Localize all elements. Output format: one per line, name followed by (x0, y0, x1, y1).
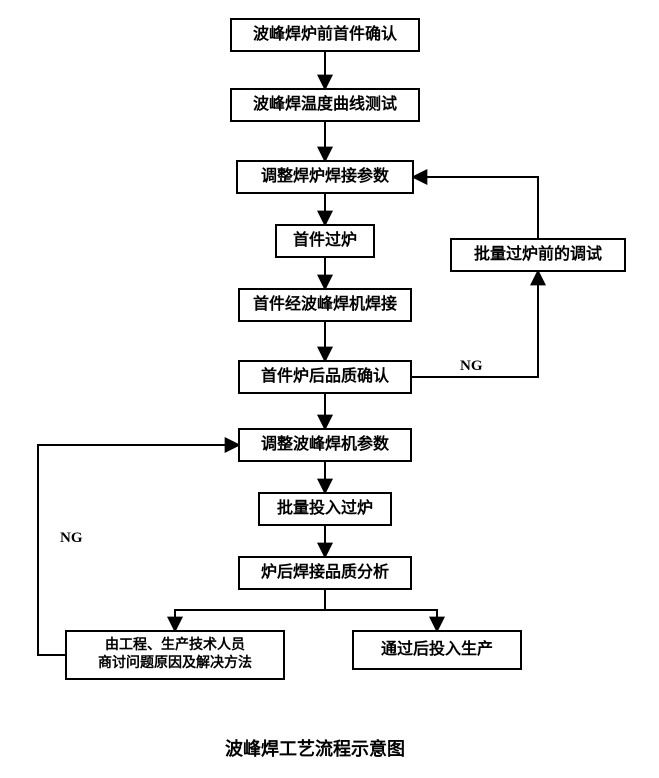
flowchart-node: 批量投入过炉 (258, 492, 392, 526)
flowchart-node: 波峰焊温度曲线测试 (230, 88, 420, 122)
flowchart-node: 波峰焊炉前首件确认 (230, 18, 420, 52)
flowchart-edge-label: NG (460, 358, 483, 375)
flowchart-edge (38, 445, 238, 655)
flowchart-edge-label: NG (60, 530, 83, 547)
flowchart-node: 通过后投入生产 (352, 630, 522, 670)
flowchart-node: 炉后焊接品质分析 (238, 556, 412, 590)
flowchart-edge (325, 590, 437, 630)
flowchart-node: 首件过炉 (275, 224, 375, 258)
flowchart-node: 由工程、生产技术人员商讨问题原因及解决方法 (65, 630, 285, 680)
flowchart-node: 首件炉后品质确认 (238, 360, 412, 394)
flowchart-node: 调整焊炉焊接参数 (236, 160, 414, 194)
flowchart-node: 首件经波峰焊机焊接 (238, 288, 412, 322)
flowchart-node: 批量过炉前的调试 (450, 238, 626, 272)
flowchart-edge (414, 177, 538, 238)
flowchart-edge (175, 590, 325, 630)
flowchart-node: 调整波峰焊机参数 (238, 428, 412, 462)
flowchart-caption: 波峰焊工艺流程示意图 (225, 735, 405, 761)
